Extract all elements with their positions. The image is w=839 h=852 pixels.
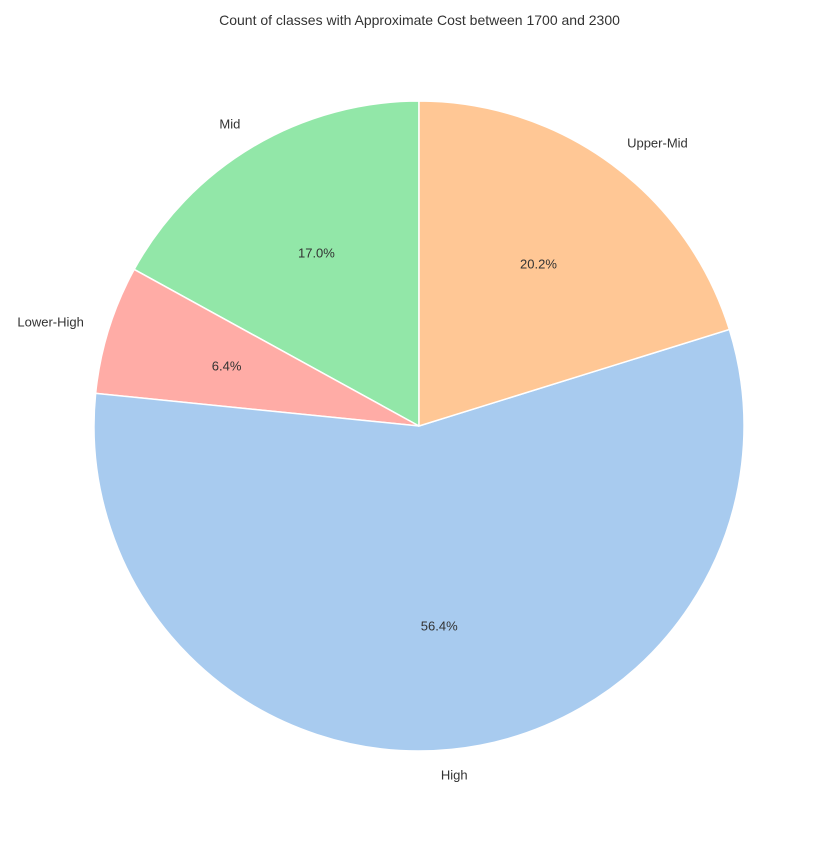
slice-label: Mid [219,116,240,131]
slice-label: Lower-High [17,314,83,329]
slice-label: Upper-Mid [627,136,688,151]
slice-percent: 20.2% [520,256,557,271]
slice-percent: 56.4% [421,619,458,634]
slice-label: High [441,768,468,783]
chart-title: Count of classes with Approximate Cost b… [0,12,839,28]
pie-svg [92,99,746,753]
slice-percent: 17.0% [298,245,335,260]
pie-chart: 17.0%Mid6.4%Lower-High56.4%High20.2%Uppe… [92,99,746,753]
slice-percent: 6.4% [212,359,242,374]
